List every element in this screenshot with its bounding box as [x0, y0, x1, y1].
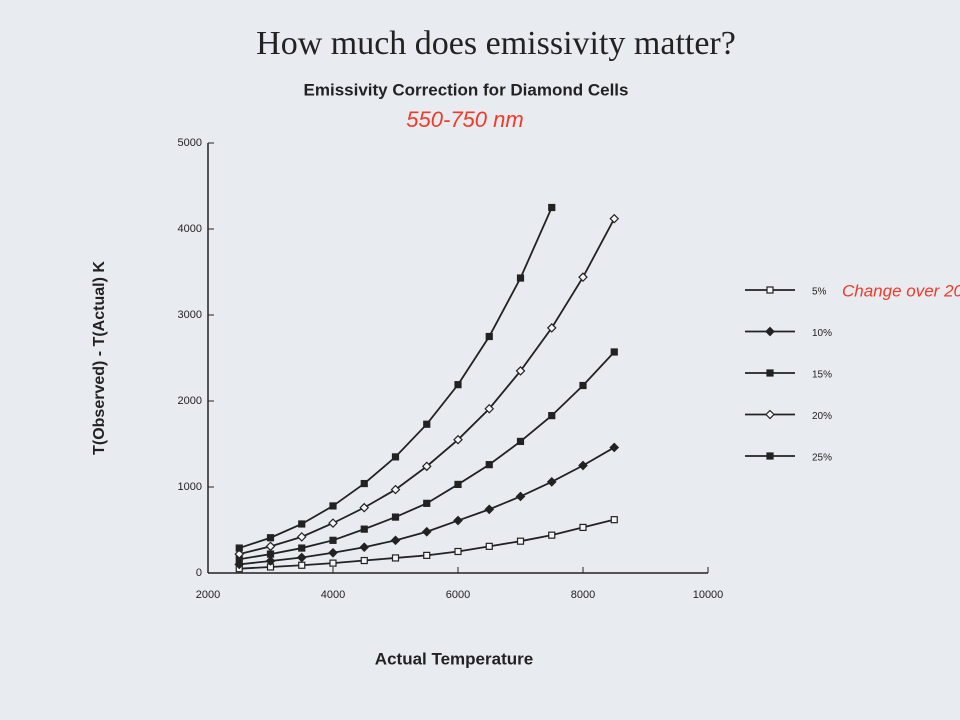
- slide-title: How much does emissivity matter?: [256, 25, 736, 62]
- marker: [485, 542, 493, 550]
- marker: [454, 381, 462, 389]
- legend-label: 10%: [812, 328, 832, 339]
- x-tick-label: 6000: [446, 589, 470, 601]
- marker: [421, 526, 432, 537]
- marker: [234, 549, 245, 559]
- x-tick-label: 2000: [196, 589, 220, 601]
- marker: [296, 532, 307, 542]
- marker: [579, 523, 587, 532]
- marker: [265, 556, 276, 566]
- marker: [423, 420, 431, 428]
- legend-marker: [766, 452, 774, 460]
- marker: [609, 213, 620, 224]
- marker: [548, 531, 556, 539]
- x-tick-label: 8000: [571, 589, 595, 601]
- marker: [515, 366, 526, 376]
- marker: [266, 534, 275, 542]
- marker: [328, 547, 338, 558]
- marker: [484, 504, 495, 515]
- marker: [546, 323, 557, 333]
- y-tick-label: 0: [196, 567, 202, 579]
- marker: [391, 513, 400, 521]
- marker: [578, 272, 588, 283]
- marker: [329, 502, 337, 510]
- marker: [579, 381, 587, 390]
- marker: [391, 554, 400, 562]
- chart-title: Emissivity Correction for Diamond Cells: [304, 80, 629, 99]
- legend-marker: [766, 286, 774, 294]
- marker: [546, 476, 557, 487]
- marker: [516, 437, 525, 446]
- subtitle: 550-750 nm: [406, 107, 523, 132]
- x-axis-label: Actual Temperature: [375, 649, 533, 668]
- marker: [609, 442, 620, 453]
- legend-label: 20%: [812, 411, 832, 422]
- marker: [390, 484, 401, 495]
- legend-marker: [765, 409, 775, 420]
- y-tick-label: 3000: [178, 309, 202, 321]
- marker: [298, 520, 306, 528]
- marker: [610, 516, 618, 524]
- marker: [516, 537, 525, 545]
- marker: [548, 412, 556, 420]
- legend-label: 5%: [812, 287, 827, 298]
- marker: [423, 499, 431, 507]
- marker: [391, 453, 400, 461]
- annotation: Change over 200nm: [842, 281, 960, 300]
- marker: [610, 348, 618, 356]
- marker: [359, 502, 370, 513]
- legend-label: 15%: [812, 370, 832, 381]
- marker: [454, 480, 462, 489]
- marker: [454, 547, 462, 556]
- marker: [360, 479, 368, 488]
- marker: [266, 550, 275, 558]
- marker: [484, 403, 495, 414]
- y-tick-label: 5000: [178, 137, 202, 149]
- marker: [235, 544, 243, 552]
- marker: [360, 525, 368, 533]
- marker: [423, 551, 431, 559]
- marker: [515, 491, 526, 502]
- marker: [298, 561, 306, 569]
- marker: [328, 518, 338, 528]
- marker: [453, 515, 463, 526]
- y-tick-label: 1000: [178, 481, 202, 493]
- marker: [329, 559, 337, 567]
- y-tick-label: 4000: [178, 223, 202, 235]
- marker: [329, 536, 337, 544]
- legend-marker: [766, 369, 774, 377]
- marker: [485, 332, 493, 341]
- legend-marker: [765, 326, 775, 337]
- x-tick-label: 4000: [321, 589, 345, 601]
- marker: [360, 556, 368, 565]
- marker: [421, 461, 432, 472]
- marker: [548, 203, 556, 212]
- marker: [516, 274, 525, 282]
- marker: [359, 542, 370, 553]
- y-tick-label: 2000: [178, 395, 202, 407]
- marker: [485, 461, 493, 469]
- y-axis-label: T(Observed) - T(Actual) K: [91, 261, 108, 455]
- marker: [578, 460, 588, 471]
- legend-label: 25%: [812, 453, 832, 464]
- marker: [453, 434, 463, 445]
- marker: [298, 544, 306, 552]
- marker: [296, 552, 307, 563]
- marker: [390, 535, 401, 546]
- marker: [265, 541, 276, 552]
- x-tick-label: 10000: [693, 589, 724, 601]
